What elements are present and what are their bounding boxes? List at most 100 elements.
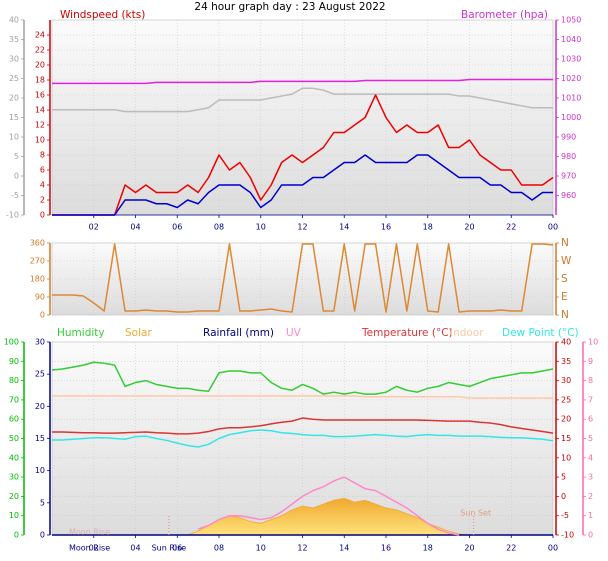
x-tick-label: 06	[172, 223, 182, 232]
y-tick-label: 35	[9, 35, 19, 44]
y-tick-label: 10	[35, 466, 45, 475]
y-tick-label: 270	[30, 257, 45, 266]
y-tick-label: 40	[561, 338, 571, 347]
y-tick-label: 20	[35, 61, 45, 70]
y-tick-label: 0	[588, 531, 593, 540]
x-tick-label: 14	[339, 223, 349, 232]
y-tick-label: 20	[561, 415, 571, 424]
y2-axis-label: Barometer (hpa)	[461, 9, 548, 21]
line	[52, 395, 553, 399]
y-tick-label: 5	[561, 473, 566, 482]
x-tick-label: 00	[548, 544, 558, 553]
y-tick-label: 990	[561, 133, 576, 142]
y-tick-label: -10	[6, 211, 19, 220]
y-tick-label: 90	[35, 293, 45, 302]
x-tick-label: 04	[130, 223, 140, 232]
y-tick-label: 20	[9, 492, 19, 501]
x-tick-label: 16	[381, 544, 391, 553]
x-tick-label: 14	[339, 544, 349, 553]
y-tick-label: 0	[40, 211, 45, 220]
y-tick-label: 180	[30, 275, 45, 284]
y-tick-label: E	[561, 291, 568, 303]
line	[52, 417, 554, 435]
y-tick-label: 1030	[561, 55, 581, 64]
annotation: Sun Rise	[152, 544, 187, 553]
y-tick-label: 30	[35, 338, 45, 347]
annotation: Moon Rise	[69, 544, 110, 553]
x-tick-label: 22	[506, 223, 516, 232]
y-tick-label: 10	[9, 133, 19, 142]
y-tick-label: 9	[588, 357, 593, 366]
y-tick-label: 1000	[561, 113, 581, 122]
y-tick-label: 20	[35, 402, 45, 411]
line	[52, 87, 553, 113]
legend-entry: Temperature (°C)	[361, 327, 453, 339]
legend-entry: UV	[286, 327, 302, 339]
y-tick-label: 6	[588, 415, 593, 424]
y-tick-label: 1050	[561, 16, 581, 25]
x-tick-label: 02	[89, 544, 99, 553]
y-tick-label: 0	[40, 531, 45, 540]
y-axis-label: Windspeed (kts)	[60, 9, 145, 21]
x-tick-label: 02	[89, 223, 99, 232]
y-tick-label: 10	[9, 511, 19, 520]
y-tick-label: 12	[35, 121, 45, 130]
y-tick-label: 1040	[561, 35, 581, 44]
y-tick-label: 35	[561, 357, 571, 366]
y-tick-label: 100	[4, 338, 19, 347]
x-tick-label: 20	[464, 223, 474, 232]
y-tick-label: 80	[9, 376, 19, 385]
x-tick-label: 12	[297, 223, 307, 232]
y-tick-label: 16	[35, 91, 45, 100]
x-tick-label: 04	[130, 544, 140, 553]
y-tick-label: 5	[40, 498, 45, 507]
y-tick-label: 5	[588, 434, 593, 443]
y-tick-label: 0	[561, 492, 566, 501]
y-tick-label: 2	[588, 492, 593, 501]
y-tick-label: 4	[40, 181, 45, 190]
line	[52, 429, 554, 448]
x-tick-label: 18	[423, 223, 433, 232]
legend-entry: Indoor	[450, 327, 484, 339]
legend-entry: Dew Point (°C)	[502, 327, 579, 339]
y-tick-label: 10	[561, 453, 571, 462]
y-tick-label: 0	[14, 172, 19, 181]
y-tick-label: 960	[561, 191, 576, 200]
line	[52, 78, 553, 85]
y-tick-label: -5	[561, 511, 569, 520]
y-tick-label: 22	[35, 46, 45, 55]
y-tick-label: 70	[9, 395, 19, 404]
line	[52, 243, 554, 313]
x-tick-label: 08	[214, 544, 224, 553]
y-tick-label: 10	[588, 338, 598, 347]
y-tick-label: 0	[40, 311, 45, 320]
y-tick-label: -10	[561, 531, 574, 540]
x-tick-label: 18	[423, 544, 433, 553]
line	[51, 361, 554, 395]
chart-title: 24 hour graph day : 23 August 2022	[194, 1, 385, 13]
y-tick-label: 8	[40, 151, 45, 160]
y-tick-label: 3	[588, 473, 593, 482]
x-tick-label: 10	[256, 544, 266, 553]
y-tick-label: 50	[9, 434, 19, 443]
y-tick-label: 30	[9, 55, 19, 64]
x-tick-label: 08	[214, 223, 224, 232]
y-tick-label: N	[561, 237, 569, 249]
x-tick-label: 00	[548, 223, 558, 232]
legend-entry: Solar	[125, 327, 152, 339]
y-tick-label: W	[561, 255, 572, 267]
y-tick-label: S	[561, 273, 568, 285]
x-tick-label: 20	[464, 544, 474, 553]
y-tick-label: 8	[588, 376, 593, 385]
line	[52, 94, 554, 216]
y-tick-label: 18	[35, 76, 45, 85]
annotation: Moon Rise	[69, 528, 110, 537]
y-tick-label: 90	[9, 357, 19, 366]
x-tick-label: 06	[172, 544, 182, 553]
y-tick-label: 24	[35, 31, 45, 40]
y-tick-label: 15	[9, 113, 19, 122]
legend-entry: Humidity	[57, 327, 105, 339]
y-tick-label: -5	[11, 191, 19, 200]
